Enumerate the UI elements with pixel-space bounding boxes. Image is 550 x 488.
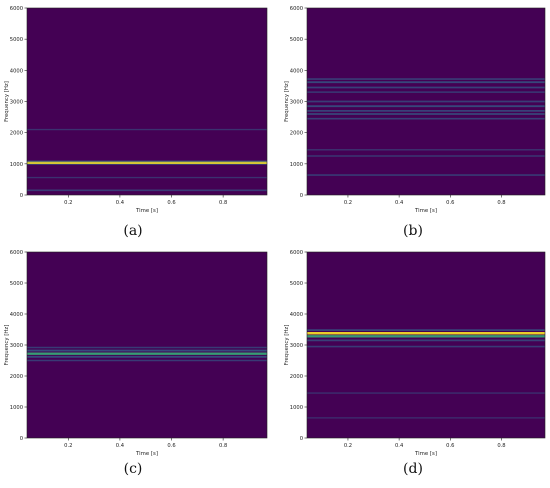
- y-tick-label: 3000: [290, 100, 303, 106]
- caption-b: (b): [403, 223, 423, 239]
- y-tick-label: 1000: [290, 405, 303, 411]
- y-axis-label: Frequency [Hz]: [284, 81, 290, 122]
- y-tick-label: 5000: [290, 281, 303, 287]
- x-axis-label: Time [s]: [135, 451, 158, 457]
- y-tick-label: 2000: [10, 374, 23, 380]
- y-tick-label: 4000: [290, 312, 303, 318]
- spectrogram-panel-d: 0 1000 2000 3000 4000 5000 6000 0.2 0.4 0.6 0.8 Tim…: [284, 250, 546, 457]
- y-tick-label: 6000: [10, 6, 23, 12]
- y-tick-label: 6000: [290, 6, 303, 12]
- y-tick-label: 0: [300, 436, 303, 442]
- x-tick-label: 0.4: [395, 200, 404, 206]
- x-tick-label: 0.8: [497, 200, 505, 206]
- x-tick-label: 0.2: [64, 200, 72, 206]
- spectrogram-background: [27, 8, 267, 195]
- y-axis-label: Frequency [Hz]: [4, 81, 10, 122]
- y-tick-label: 5000: [10, 37, 23, 43]
- y-tick-label: 1000: [290, 162, 303, 168]
- y-tick-label: 5000: [290, 37, 303, 43]
- x-tick-label: 0.8: [497, 443, 505, 449]
- y-tick-label: 2000: [10, 131, 23, 137]
- x-tick-label: 0.6: [167, 200, 175, 206]
- spectrogram-panel-b: 0 1000 2000 3000 4000 5000 6000 0.2 0.4 0.6 0.8 Tim…: [284, 6, 546, 214]
- spectrogram-background: [307, 252, 545, 438]
- y-tick-label: 6000: [290, 250, 303, 256]
- x-tick-label: 0.8: [219, 443, 227, 449]
- y-tick-label: 2000: [290, 374, 303, 380]
- x-tick-label: 0.8: [219, 200, 227, 206]
- y-tick-label: 0: [300, 193, 303, 199]
- x-tick-label: 0.2: [344, 443, 352, 449]
- x-tick-label: 0.4: [395, 443, 404, 449]
- x-tick-label: 0.2: [344, 200, 352, 206]
- x-tick-label: 0.4: [116, 443, 125, 449]
- caption-c: (c): [123, 461, 143, 477]
- x-tick-label: 0.4: [116, 200, 125, 206]
- y-tick-label: 5000: [10, 281, 23, 287]
- x-tick-label: 0.2: [64, 443, 72, 449]
- y-tick-label: 6000: [10, 250, 23, 256]
- y-tick-label: 3000: [290, 343, 303, 349]
- x-tick-label: 0.6: [167, 443, 175, 449]
- caption-d: (d): [403, 461, 423, 477]
- caption-a: (a): [123, 223, 143, 239]
- x-axis-label: Time [s]: [135, 208, 158, 214]
- y-tick-label: 0: [20, 436, 23, 442]
- y-tick-label: 3000: [10, 343, 23, 349]
- y-tick-label: 3000: [10, 100, 23, 106]
- spectrogram-background: [27, 252, 267, 438]
- x-tick-label: 0.6: [446, 200, 454, 206]
- y-tick-label: 4000: [290, 68, 303, 74]
- y-axis-label: Frequency [Hz]: [4, 325, 10, 366]
- x-tick-label: 0.6: [446, 443, 454, 449]
- spectrogram-panel-c: 0 1000 2000 3000 4000 5000 6000 0.2 0.4 0.6 0.8 Tim…: [4, 250, 268, 457]
- y-tick-label: 4000: [10, 312, 23, 318]
- y-tick-label: 1000: [10, 162, 23, 168]
- y-tick-label: 2000: [290, 131, 303, 137]
- y-tick-label: 4000: [10, 68, 23, 74]
- x-axis-label: Time [s]: [414, 208, 437, 214]
- spectrogram-panel-a: 0 1000 2000 3000 4000 5000 6000 0.2 0.4 0.6 0.8 Tim…: [4, 6, 268, 214]
- y-axis-label: Frequency [Hz]: [284, 325, 290, 366]
- y-tick-label: 0: [20, 193, 23, 199]
- y-tick-label: 1000: [10, 405, 23, 411]
- x-axis-label: Time [s]: [414, 451, 437, 457]
